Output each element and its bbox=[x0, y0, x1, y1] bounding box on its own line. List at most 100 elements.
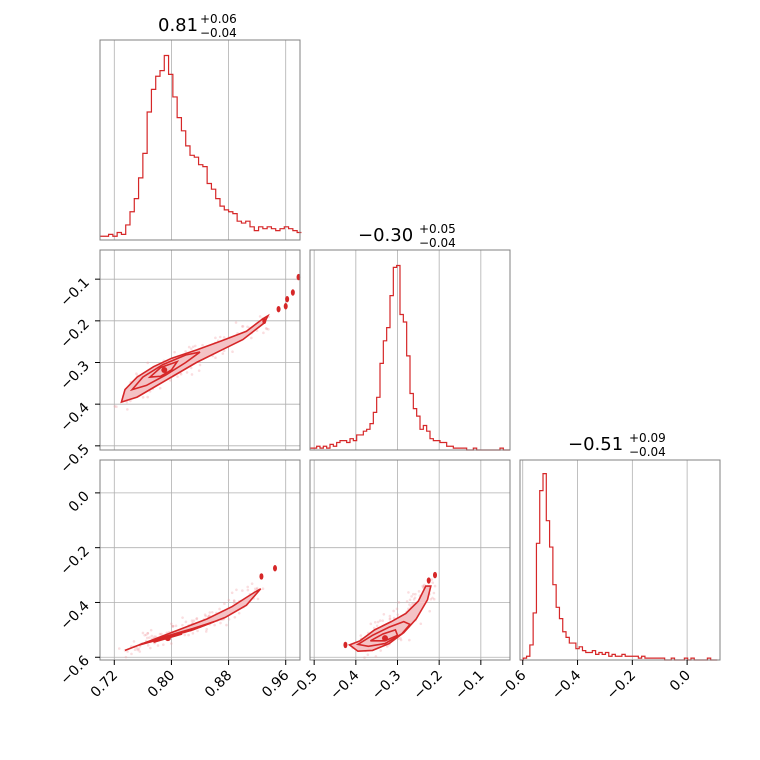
sample-point-2-0 bbox=[160, 632, 163, 636]
panel-2-0 bbox=[99, 459, 301, 661]
sample-point-2-0 bbox=[144, 633, 148, 637]
sample-point-2-0 bbox=[124, 655, 128, 659]
ytick-label-p1-1-0: −0.5 bbox=[57, 441, 92, 476]
sample-point-2-0 bbox=[204, 630, 208, 633]
panel-frame-0-0 bbox=[99, 39, 301, 241]
panel-frame-2-1 bbox=[309, 459, 511, 661]
sample-point-1-0 bbox=[264, 326, 268, 330]
histogram-p0 bbox=[100, 54, 302, 237]
sample-point-2-0 bbox=[174, 624, 178, 628]
sample-point-2-1 bbox=[363, 656, 366, 659]
sample-point-2-0 bbox=[143, 633, 147, 637]
sample-point-2-0 bbox=[171, 624, 174, 628]
sample-point-1-0 bbox=[222, 349, 226, 353]
sample-point-2-1 bbox=[408, 638, 411, 642]
sample-point-1-0 bbox=[246, 325, 249, 329]
sample-point-2-1 bbox=[373, 621, 377, 624]
sample-point-1-0 bbox=[214, 336, 217, 340]
sample-point-2-1 bbox=[417, 590, 421, 593]
xtick-label-p2-3: 0.0 bbox=[667, 668, 694, 695]
sample-point-1-0 bbox=[187, 345, 191, 349]
sample-point-2-1 bbox=[381, 619, 385, 622]
ytick-label-p2-2-0: −0.6 bbox=[57, 653, 92, 688]
sample-point-2-1 bbox=[366, 653, 370, 656]
sample-point-2-0 bbox=[150, 634, 154, 638]
sample-point-2-0 bbox=[192, 619, 196, 623]
sample-point-2-0 bbox=[158, 632, 162, 636]
sample-point-2-0 bbox=[261, 587, 265, 591]
sample-point-1-0 bbox=[201, 343, 204, 347]
xtick-label-p0-2: 0.88 bbox=[202, 668, 235, 701]
sample-point-1-0 bbox=[146, 361, 150, 365]
sample-point-2-1 bbox=[396, 613, 400, 616]
sample-point-2-0 bbox=[250, 582, 254, 586]
sample-point-1-0 bbox=[193, 344, 197, 348]
diag-title-2: −0.51 bbox=[568, 434, 623, 455]
xtick-label-p1-1: −0.4 bbox=[327, 667, 362, 702]
sample-point-1-0 bbox=[214, 356, 217, 359]
sample-point-2-1 bbox=[376, 620, 380, 624]
sample-point-2-0 bbox=[204, 614, 207, 618]
sample-point-2-0 bbox=[126, 650, 129, 653]
sample-point-1-0 bbox=[191, 345, 195, 349]
sample-point-1-0 bbox=[265, 327, 269, 331]
ytick-label-p1-1-2: −0.3 bbox=[57, 358, 92, 393]
sample-point-2-0 bbox=[181, 616, 184, 619]
diag-title-0: 0.81 bbox=[158, 15, 198, 36]
sample-point-2-1 bbox=[379, 649, 383, 652]
sample-point-1-0 bbox=[115, 405, 118, 409]
sample-point-2-1 bbox=[399, 637, 402, 640]
sample-point-2-1 bbox=[388, 614, 392, 618]
sample-point-2-1 bbox=[382, 612, 386, 616]
sample-point-2-0 bbox=[146, 631, 150, 635]
sample-point-2-0 bbox=[141, 631, 145, 635]
contour-outer-2-1 bbox=[347, 585, 432, 653]
xtick-label-p1-2: −0.3 bbox=[369, 668, 404, 703]
diag-title-0-minus: −0.04 bbox=[200, 26, 237, 40]
contour-island-2-1-1 bbox=[426, 577, 431, 584]
sample-point-1-0 bbox=[179, 372, 183, 376]
sample-point-2-1 bbox=[375, 624, 379, 628]
sample-point-2-0 bbox=[187, 633, 190, 637]
sample-point-2-0 bbox=[133, 648, 137, 652]
sample-point-2-0 bbox=[210, 610, 214, 614]
sample-point-2-0 bbox=[213, 623, 216, 627]
sample-point-2-0 bbox=[232, 599, 236, 603]
sample-point-2-1 bbox=[408, 603, 411, 606]
xtick-label-p0-1: 0.80 bbox=[145, 668, 178, 701]
sample-point-2-0 bbox=[146, 644, 150, 647]
sample-point-1-0 bbox=[197, 369, 201, 372]
panel-frame-1-0 bbox=[99, 249, 301, 451]
sample-point-2-0 bbox=[203, 613, 207, 616]
xtick-label-p1-3: −0.2 bbox=[411, 668, 446, 703]
sample-point-2-0 bbox=[149, 628, 153, 632]
sample-point-1-0 bbox=[113, 405, 117, 408]
sample-point-2-0 bbox=[183, 633, 187, 637]
contour-middle-1-0 bbox=[129, 351, 201, 392]
sample-point-2-1 bbox=[432, 591, 436, 595]
panel-1-0 bbox=[99, 249, 301, 451]
sample-point-2-0 bbox=[237, 611, 241, 615]
contour-core-2-1 bbox=[382, 635, 388, 642]
diag-title-2-plus: +0.09 bbox=[629, 431, 666, 445]
contour-middle-2-1 bbox=[355, 620, 412, 648]
sample-point-2-0 bbox=[172, 624, 175, 628]
contour-inner-2-1 bbox=[370, 628, 399, 642]
sample-point-2-1 bbox=[431, 596, 434, 600]
sample-point-1-0 bbox=[169, 379, 172, 382]
xtick-label-p1-4: −0.1 bbox=[452, 668, 487, 703]
sample-point-2-0 bbox=[255, 586, 259, 590]
sample-point-1-0 bbox=[241, 325, 245, 328]
contour-island-2-0-1 bbox=[273, 565, 277, 572]
sample-point-2-1 bbox=[374, 655, 378, 658]
sample-point-2-1 bbox=[433, 584, 437, 588]
sample-point-1-0 bbox=[158, 386, 162, 390]
sample-point-2-1 bbox=[432, 597, 436, 601]
sample-point-2-1 bbox=[413, 596, 417, 600]
contour-core-2-0 bbox=[164, 635, 171, 642]
sample-point-1-0 bbox=[222, 336, 226, 339]
sample-point-1-0 bbox=[258, 315, 262, 318]
panel-1-1 bbox=[309, 249, 511, 451]
sample-point-2-0 bbox=[135, 646, 139, 650]
